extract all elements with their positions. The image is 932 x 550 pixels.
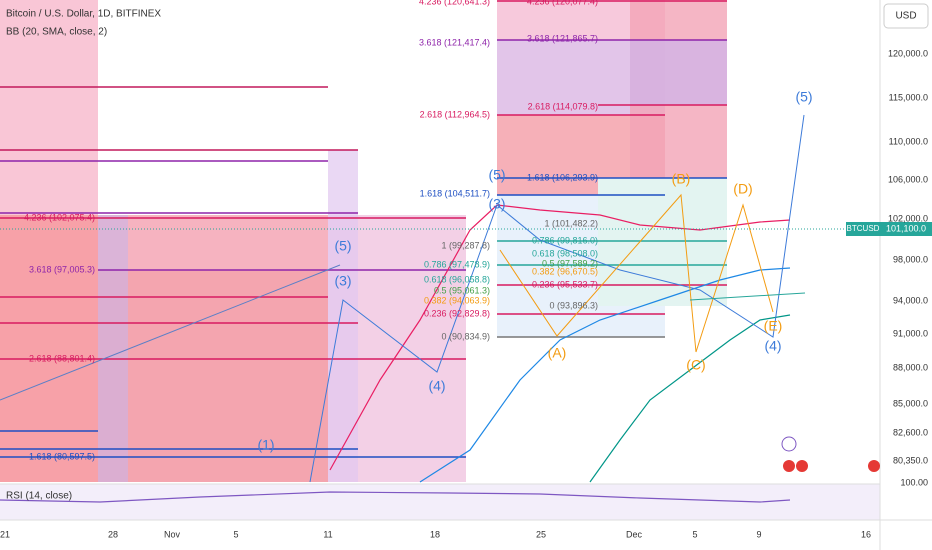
zone <box>98 215 128 482</box>
price-tick-label: 100.00 <box>900 477 928 487</box>
fib-label: 0 (90,834.9) <box>441 331 490 341</box>
trend-line <box>689 292 806 301</box>
price-tick-label: 85,000.0 <box>893 398 928 408</box>
fib-label: 0.5 (95,061.3) <box>434 285 490 295</box>
fib-label: 0.236 (95,533.7) <box>532 279 598 289</box>
price-tick-label: 88,000.0 <box>893 362 928 372</box>
time-tick-label: 9 <box>756 529 761 539</box>
event-icon[interactable] <box>781 436 797 452</box>
price-tick-label: 98,000.0 <box>893 254 928 264</box>
fib-label: 2.618 (114,079.8) <box>528 101 598 111</box>
zone <box>98 270 328 482</box>
wave-label: (3) <box>488 196 505 212</box>
wave-label: (4) <box>428 378 445 394</box>
fib-label: 4.236 (120,641.3) <box>419 0 490 6</box>
zone <box>630 40 727 105</box>
fib-label: 1 (99,287.8) <box>441 240 490 250</box>
time-tick-label: 5 <box>233 529 238 539</box>
fib-label: 1.618 (104,511.7) <box>420 188 490 198</box>
fib-label: 3.618 (97,005.3) <box>29 264 95 274</box>
fib-label: 0.382 (96,670.5) <box>532 266 598 276</box>
wave-label: (D) <box>733 181 752 197</box>
event-icon[interactable] <box>783 460 795 472</box>
time-tick-label: Nov <box>164 529 181 539</box>
ticker-badge <box>846 222 880 236</box>
wave-label: (5) <box>334 238 351 254</box>
price-tick-label: 110,000.0 <box>889 136 928 146</box>
bb-basis <box>419 267 791 483</box>
fib-label: 0.5 (97,589.2) <box>542 258 598 268</box>
time-tick-label: 5 <box>692 529 697 539</box>
ticker-price: 101,100.0 <box>886 223 926 233</box>
symbol-title: Bitcoin / U.S. Dollar, 1D, BITFINEX <box>6 9 161 20</box>
time-tick-label: Dec <box>626 529 643 539</box>
price-tick-label: 106,000.0 <box>888 174 928 184</box>
wave-label: (5) <box>488 167 505 183</box>
fib-label: 4.236 (102,075.4) <box>24 212 95 222</box>
fib-label: 1 (101,482.2) <box>544 218 598 228</box>
price-tick-label: 80,350.0 <box>893 455 928 465</box>
time-tick-label: 21 <box>0 529 10 539</box>
time-tick-label: 28 <box>108 529 118 539</box>
fib-label: 1.618 (106,293.9) <box>527 172 598 182</box>
trend-line <box>0 264 341 401</box>
currency[interactable]: USD <box>895 11 916 22</box>
event-icon[interactable] <box>868 460 880 472</box>
fib-label: 4.236 (120,077.4) <box>527 0 598 6</box>
fib-label: 0.618 (96,058.8) <box>424 274 490 284</box>
fib-label: 3.618 (121,417.4) <box>419 37 490 47</box>
fib-label: 0.786 (97,478.9) <box>424 259 490 269</box>
wave-line <box>499 193 774 353</box>
rsi-pane <box>0 484 880 520</box>
zone <box>328 150 358 482</box>
wave-label: (C) <box>686 357 705 373</box>
price-tick-label: 120,000.0 <box>888 48 928 58</box>
bb-lower <box>589 314 791 483</box>
wave-label: (1) <box>257 437 274 453</box>
wave-label: (4) <box>764 338 781 354</box>
ticker-symbol: BTCUSD <box>847 224 880 233</box>
price-tick-label: 91,000.0 <box>893 328 928 338</box>
fib-label: 2.618 (112,964.5) <box>420 109 490 119</box>
wave-label: (3) <box>334 273 351 289</box>
wave-label: (B) <box>672 171 691 187</box>
fib-label: 0.786 (99,816.0) <box>532 235 598 245</box>
time-tick-label: 25 <box>536 529 546 539</box>
price-badge <box>880 222 932 236</box>
fib-label: 0.618 (98,508.0) <box>532 248 598 258</box>
fib-label: 1.618 (80,597.5) <box>29 451 95 461</box>
zone <box>598 178 727 306</box>
wave-line <box>309 114 805 483</box>
price-tick-label: 82,600.0 <box>893 427 928 437</box>
bb-upper <box>329 204 791 471</box>
fib-label: 0 (93,896.3) <box>549 300 598 310</box>
time-tick-label: 18 <box>430 529 440 539</box>
indicator-label: BB (20, SMA, close, 2) <box>6 27 107 38</box>
rsi-line <box>0 491 791 503</box>
fib-label: 0.236 (92,829.8) <box>424 308 490 318</box>
event-icon[interactable] <box>796 460 808 472</box>
currency-button[interactable] <box>883 3 929 29</box>
fib-label: 0.382 (94,063.9) <box>424 295 490 305</box>
price-tick-label: 115,000.0 <box>889 92 928 102</box>
fib-label: 3.618 (121,865.7) <box>527 33 598 43</box>
time-tick-label: 11 <box>323 529 332 539</box>
wave-label: (A) <box>548 345 567 361</box>
time-tick-label: 16 <box>861 529 871 539</box>
rsi-label: RSI (14, close) <box>6 491 72 502</box>
wave-label: (E) <box>764 318 783 334</box>
zone <box>0 215 98 482</box>
fib-label: 2.618 (88,801.4) <box>29 353 95 363</box>
price-tick-label: 102,000.0 <box>888 213 928 223</box>
wave-label: (5) <box>795 89 812 105</box>
price-tick-label: 94,000.0 <box>893 295 928 305</box>
